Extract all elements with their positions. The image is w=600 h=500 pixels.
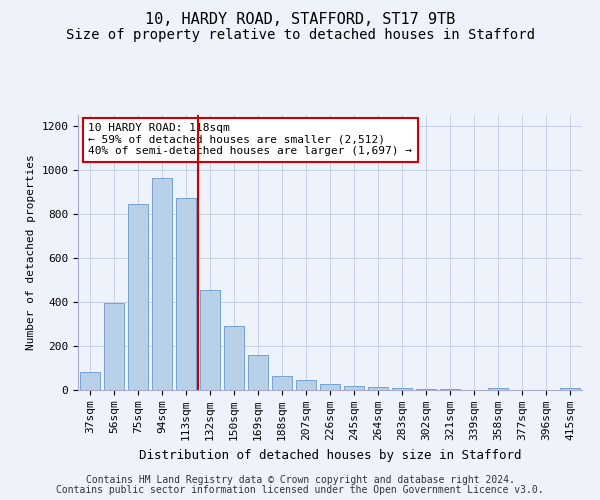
Bar xyxy=(152,178,172,390)
Bar xyxy=(320,384,340,390)
Bar xyxy=(368,386,388,390)
Y-axis label: Number of detached properties: Number of detached properties xyxy=(26,154,36,350)
Text: Contains public sector information licensed under the Open Government Licence v3: Contains public sector information licen… xyxy=(56,485,544,495)
Text: 10 HARDY ROAD: 118sqm
← 59% of detached houses are smaller (2,512)
40% of semi-d: 10 HARDY ROAD: 118sqm ← 59% of detached … xyxy=(88,123,412,156)
Text: Size of property relative to detached houses in Stafford: Size of property relative to detached ho… xyxy=(65,28,535,42)
Bar xyxy=(224,326,244,390)
Bar xyxy=(416,389,436,390)
Bar xyxy=(560,388,580,390)
Bar xyxy=(392,388,412,390)
X-axis label: Distribution of detached houses by size in Stafford: Distribution of detached houses by size … xyxy=(139,448,521,462)
Bar xyxy=(296,380,316,390)
Bar xyxy=(248,355,268,390)
Bar xyxy=(272,376,292,390)
Bar xyxy=(344,386,364,390)
Text: Contains HM Land Registry data © Crown copyright and database right 2024.: Contains HM Land Registry data © Crown c… xyxy=(86,475,514,485)
Bar xyxy=(488,388,508,390)
Bar xyxy=(200,290,220,390)
Text: 10, HARDY ROAD, STAFFORD, ST17 9TB: 10, HARDY ROAD, STAFFORD, ST17 9TB xyxy=(145,12,455,28)
Bar xyxy=(104,303,124,390)
Bar xyxy=(176,198,196,390)
Bar xyxy=(80,372,100,390)
Bar xyxy=(128,204,148,390)
